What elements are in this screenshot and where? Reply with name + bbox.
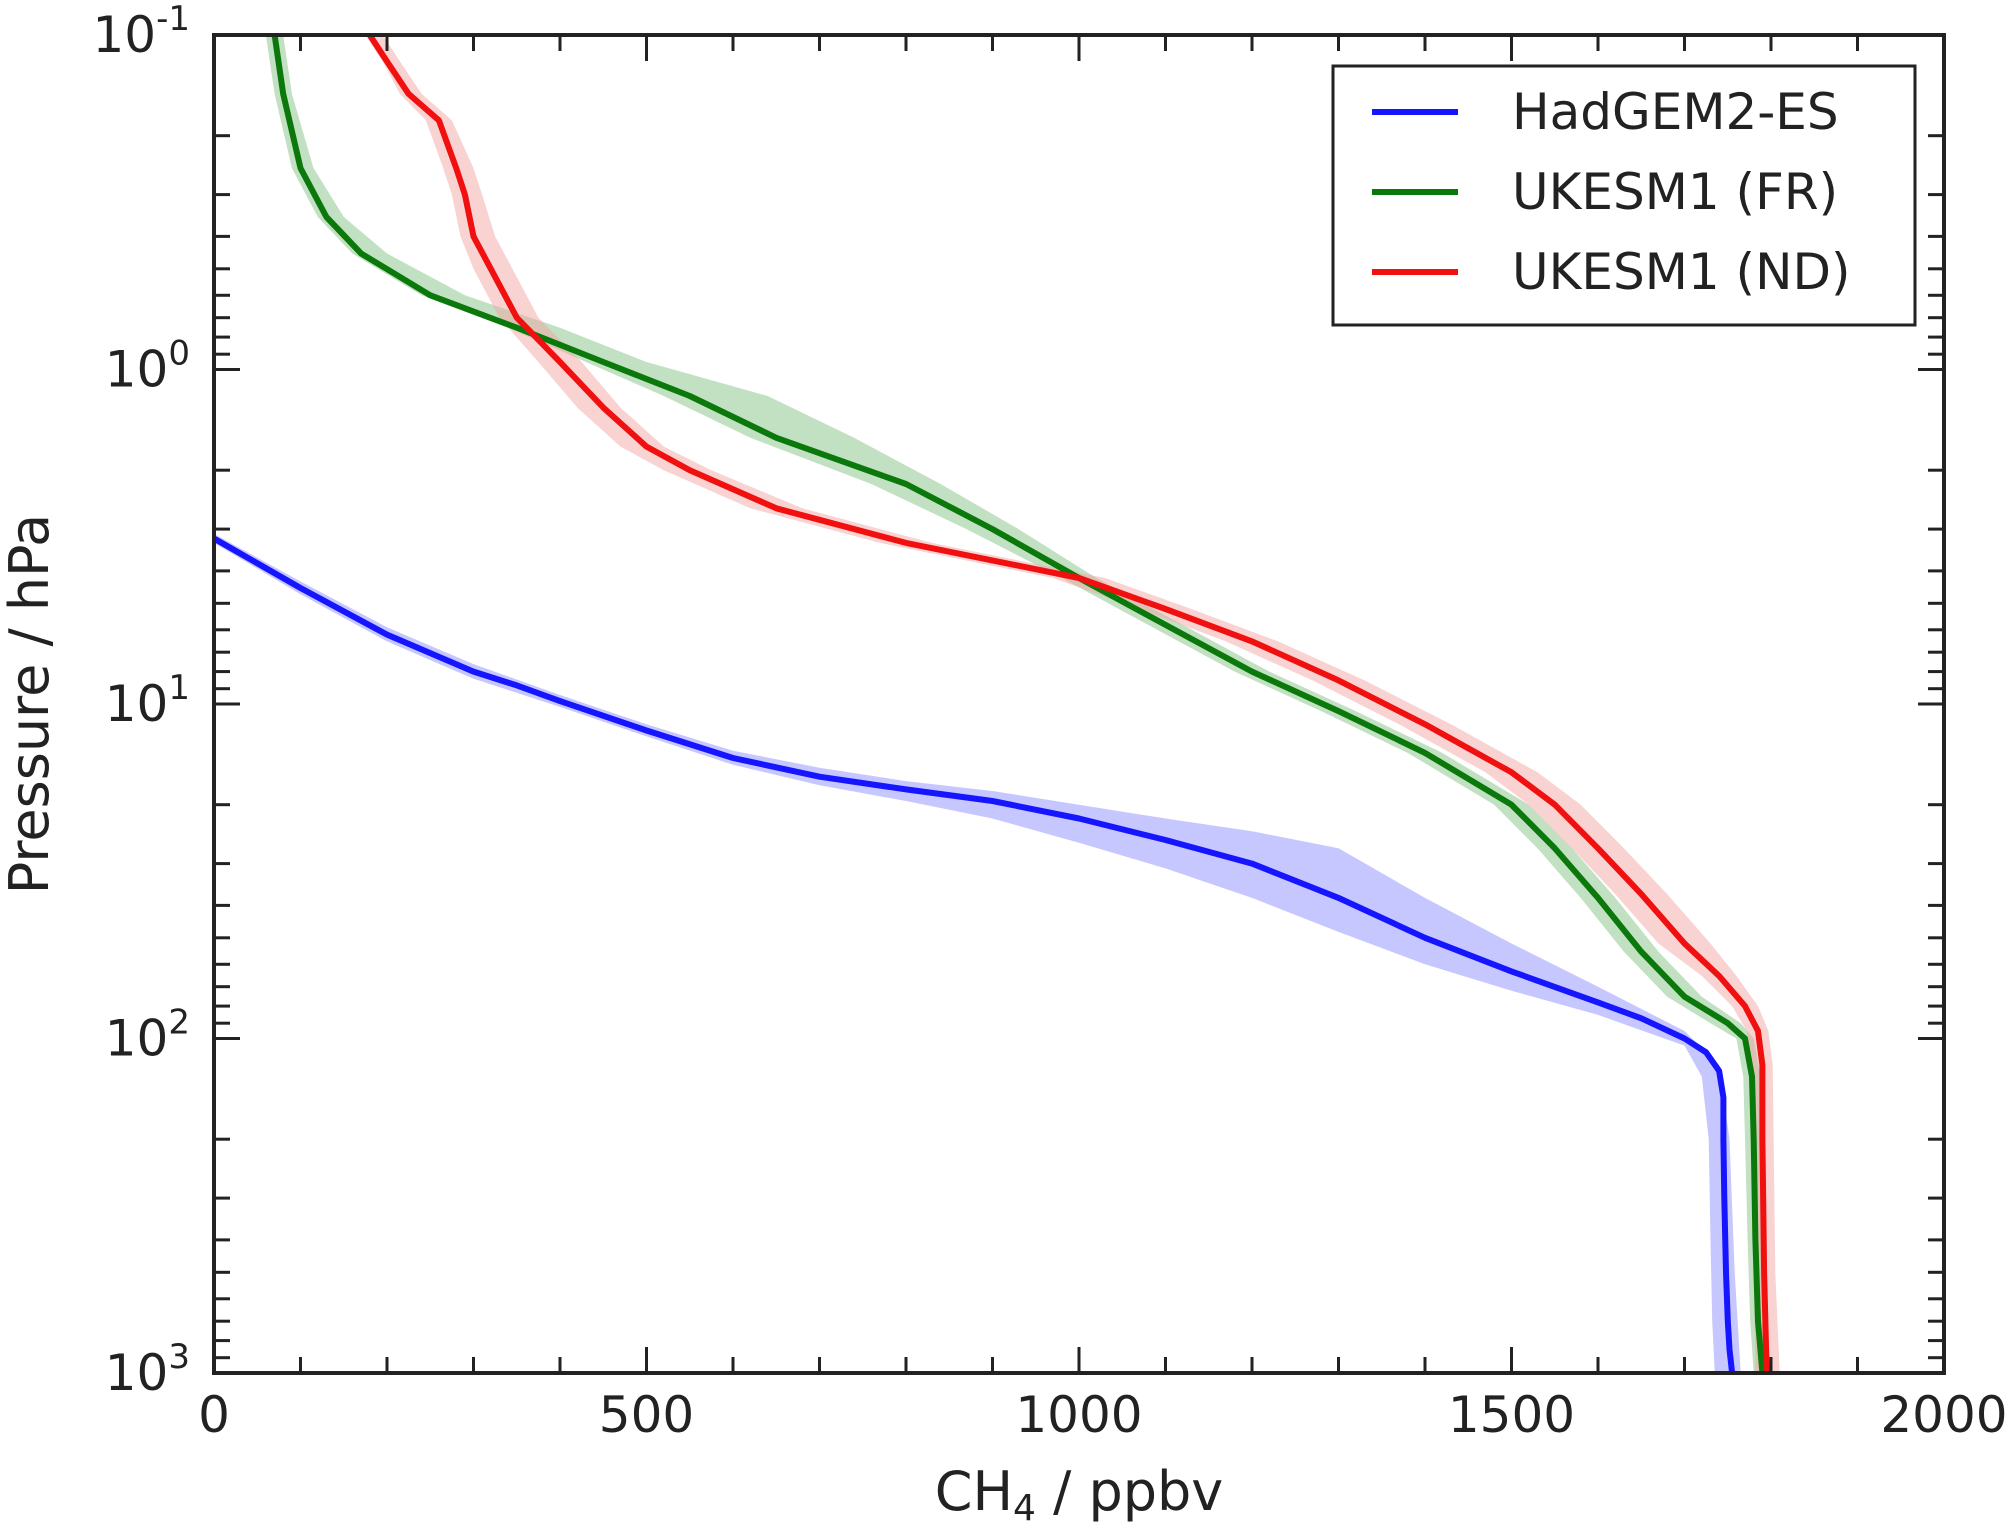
line-ukesm1-nd xyxy=(366,35,1770,1373)
y-tick-label: 103 xyxy=(105,1337,190,1402)
x-tick-labels: 0 500 1000 1500 2000 xyxy=(198,1386,2008,1444)
y-tick-labels: 10-1 100 101 102 103 xyxy=(92,0,190,1402)
uncertainty-bands xyxy=(214,35,1780,1373)
x-tick-label: 1000 xyxy=(1015,1386,1142,1444)
line-hadgem2-es xyxy=(214,535,1736,1373)
line-ukesm1-fr xyxy=(271,35,1766,1373)
plot-frame xyxy=(212,33,1946,1375)
legend-label-ukesm1-nd: UKESM1 (ND) xyxy=(1512,243,1850,301)
legend: HadGEM2-ES UKESM1 (FR) UKESM1 (ND) xyxy=(1331,64,1917,327)
legend-label-ukesm1-fr: UKESM1 (FR) xyxy=(1512,163,1838,221)
x-tick-label: 1500 xyxy=(1448,1386,1575,1444)
x-tick-label: 500 xyxy=(599,1386,694,1444)
y-tick-label: 100 xyxy=(105,334,190,399)
legend-label-hadgem2-es: HadGEM2-ES xyxy=(1512,83,1839,141)
band-hadgem2-es xyxy=(214,533,1741,1373)
y-axis-title: Pressure / hPa xyxy=(0,514,61,895)
y-tick-label: 101 xyxy=(105,668,190,733)
y-tick-label: 10-1 xyxy=(92,0,190,64)
series-lines xyxy=(214,35,1770,1373)
x-tick-label: 0 xyxy=(198,1386,230,1444)
y-tick-label: 102 xyxy=(105,1003,190,1068)
band-ukesm1-fr xyxy=(265,35,1771,1373)
x-axis-title: CH4 / ppbv xyxy=(935,1460,1224,1529)
x-tick-label: 2000 xyxy=(1880,1386,2007,1444)
